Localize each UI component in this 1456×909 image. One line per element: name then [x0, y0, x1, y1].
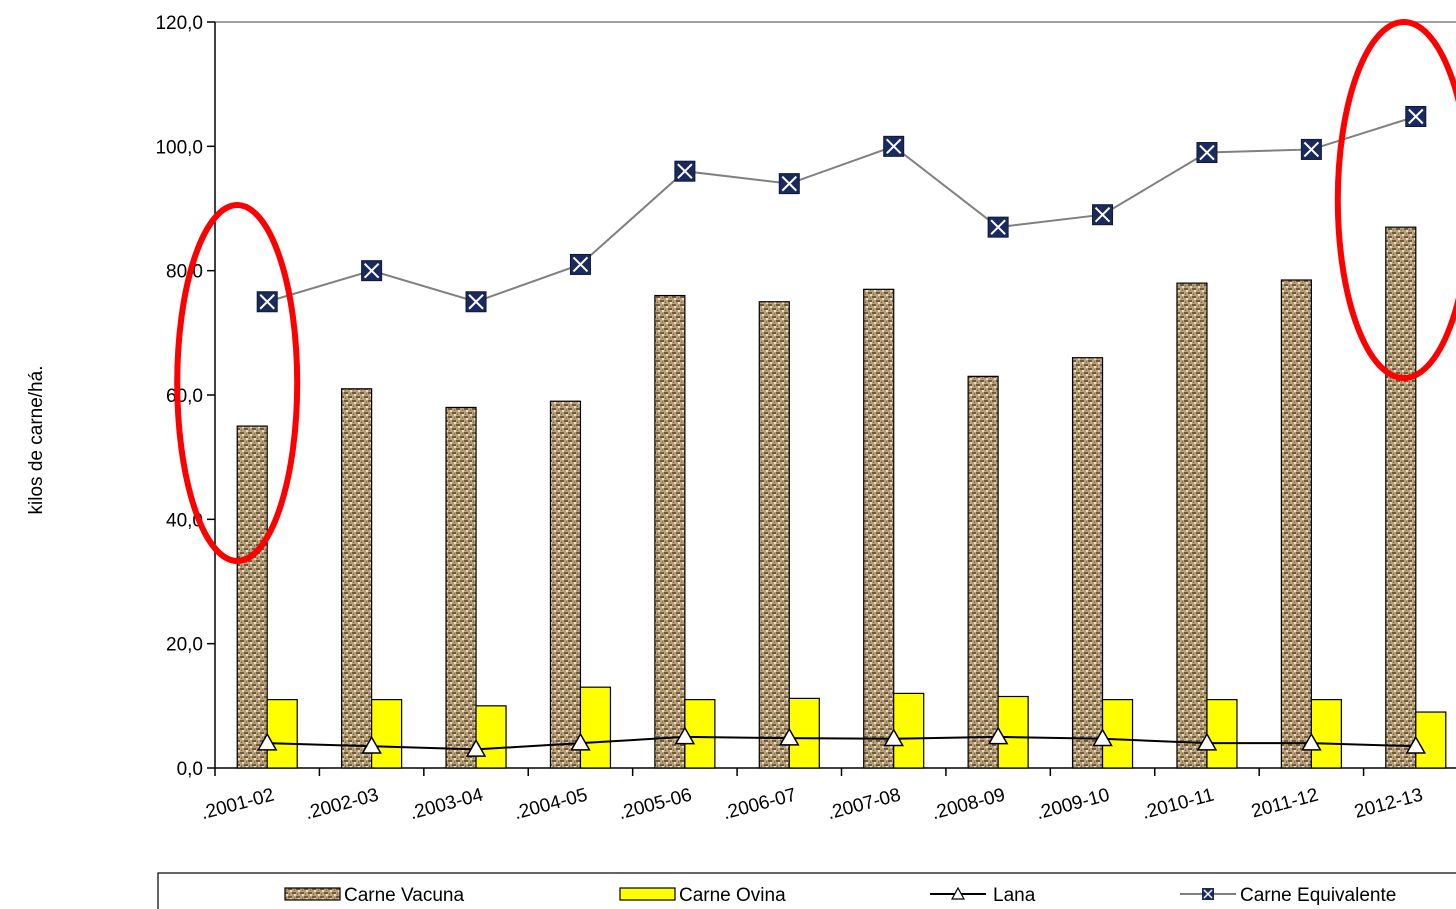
legend-label-carne-equivalente: Carne Equivalente [1240, 885, 1396, 906]
legend-box [157, 872, 1456, 909]
x-tick-label: .2009-10 [1034, 785, 1112, 825]
x-tick-label: .2006-07 [721, 785, 799, 825]
bar-carne-vacuna [654, 294, 686, 769]
legend-marker-carne-equivalente [1202, 888, 1214, 900]
y-axis-title: kilos de carne/há. [26, 366, 47, 515]
y-tick-label: 40,0 [166, 510, 203, 531]
bar-carne-vacuna [1280, 279, 1312, 769]
bar-carne-ovina [1101, 699, 1134, 769]
highlight-ellipse [174, 202, 301, 564]
y-tick-label: 80,0 [166, 262, 203, 283]
line-carne-equivalente [266, 115, 1417, 303]
bar-carne-ovina [788, 697, 820, 769]
legend-marker-lana [950, 886, 966, 900]
y-tick-label: 20,0 [166, 635, 203, 656]
legend-label-carne-vacuna: Carne Vacuna [344, 885, 464, 906]
x-tick-label: .2002-03 [303, 785, 381, 825]
marker-lana [570, 732, 591, 751]
x-tick-label: .2004-05 [512, 785, 590, 825]
bar-carne-ovina [1415, 711, 1447, 769]
marker-carne-equivalente [569, 253, 591, 275]
legend-label-carne-ovina: Carne Ovina [679, 885, 786, 906]
bar-carne-vacuna [1071, 357, 1104, 769]
marker-carne-equivalente [883, 135, 905, 157]
legend-swatch-carne-ovina [619, 887, 676, 901]
marker-carne-equivalente [674, 160, 696, 182]
bar-carne-ovina [997, 695, 1029, 769]
marker-carne-equivalente [1405, 105, 1427, 127]
bar-carne-ovina [1310, 699, 1342, 769]
bar-carne-ovina [579, 686, 612, 769]
x-tick-label: .2005-06 [616, 785, 694, 825]
legend: Carne Vacuna Carne Ovina Lana Carne Equival… [157, 872, 1456, 909]
marker-carne-equivalente [465, 291, 487, 313]
marker-lana [1301, 732, 1322, 751]
bar-carne-ovina [893, 692, 925, 769]
bar-carne-vacuna [1176, 282, 1208, 769]
marker-lana [674, 726, 696, 745]
bar-carne-vacuna [758, 301, 790, 769]
line-lana [267, 735, 1416, 751]
bar-carne-vacuna [341, 388, 373, 769]
bar-carne-vacuna [236, 425, 268, 769]
x-tick-label: .2001-02 [199, 785, 277, 825]
y-tick-label: 120,0 [155, 13, 203, 34]
marker-lana [1196, 732, 1218, 751]
bar-carne-ovina [475, 705, 507, 769]
marker-carne-equivalente [1300, 138, 1322, 160]
bar-carne-vacuna [445, 406, 477, 769]
y-tick-label: 100,0 [155, 137, 203, 158]
bar-carne-ovina [266, 699, 298, 769]
bar-carne-vacuna [549, 400, 582, 769]
x-tick-label: .2008-09 [930, 785, 1008, 825]
highlight-ellipse [1334, 19, 1456, 381]
legend-swatch-carne-vacuna [284, 887, 341, 901]
bar-carne-vacuna [1385, 226, 1417, 769]
bar-carne-vacuna [967, 375, 999, 769]
marker-carne-equivalente [1196, 142, 1218, 164]
x-tick-label: 2011-12 [1249, 785, 1320, 823]
bar-carne-vacuna [863, 288, 895, 769]
marker-lana [465, 738, 487, 757]
x-tick-label: 2012-13 [1352, 785, 1425, 823]
marker-lana [987, 726, 1009, 745]
marker-lana [1092, 728, 1113, 747]
marker-carne-equivalente [361, 260, 383, 282]
marker-lana [883, 728, 905, 747]
bar-carne-ovina [684, 699, 716, 769]
y-tick-label: 0,0 [177, 759, 203, 780]
marker-lana [778, 727, 800, 746]
bar-carne-ovina [371, 699, 403, 769]
marker-carne-equivalente [987, 216, 1009, 238]
marker-lana [1405, 735, 1427, 754]
marker-carne-equivalente [256, 291, 278, 313]
x-tick-label: .2007-08 [825, 785, 903, 825]
x-tick-label: .2010-11 [1140, 785, 1217, 824]
x-tick-label: .2003-04 [407, 784, 485, 824]
y-tick-label: 60,0 [166, 386, 203, 407]
marker-carne-equivalente [1092, 204, 1114, 226]
legend-label-lana: Lana [993, 885, 1036, 906]
marker-lana [361, 735, 382, 754]
bar-carne-ovina [1206, 699, 1238, 769]
marker-lana [256, 732, 278, 751]
marker-carne-equivalente [778, 173, 800, 195]
